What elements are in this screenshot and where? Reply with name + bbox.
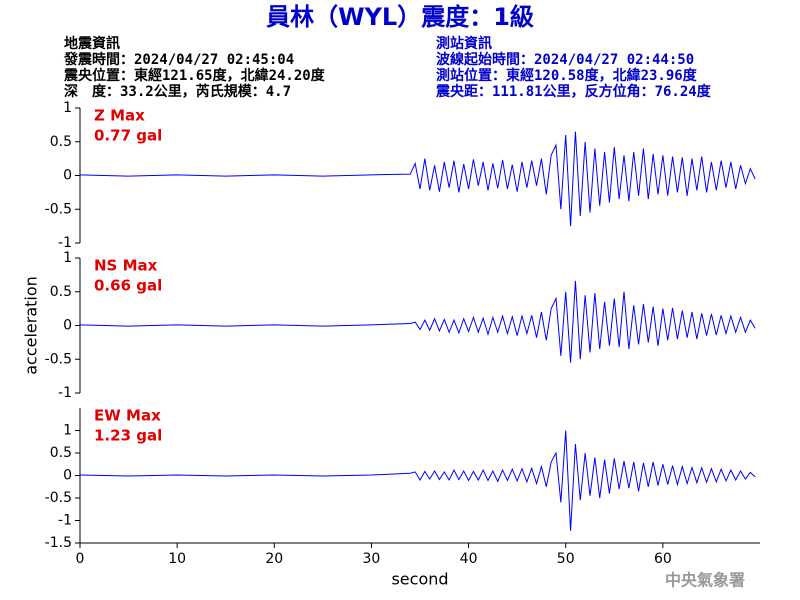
y-tick-label: 0.5	[50, 445, 72, 461]
event-info: 地震資訊	[64, 35, 120, 52]
event-info: 發震時間：2024/04/27 02:45:04	[63, 51, 294, 68]
footer: 中央氣象署	[665, 571, 745, 590]
y-tick-label: -0.5	[45, 490, 72, 506]
max-annotation: EW Max	[94, 407, 161, 425]
station-info: 測站位置：東經120.58度，北緯23.96度	[436, 67, 698, 84]
title: 員林（WYL）震度：1級	[265, 3, 534, 31]
max-annotation: 0.77 gal	[94, 127, 162, 145]
max-annotation: NS Max	[94, 257, 158, 275]
x-tick-label: 10	[168, 551, 186, 567]
station-info: 震央距：111.81公里，反方位角：76.24度	[435, 83, 712, 100]
y-axis-label: acceleration	[22, 276, 41, 375]
waveform	[79, 430, 756, 531]
y-tick-label: -0.5	[45, 201, 72, 217]
y-tick-label: -1.5	[45, 535, 72, 551]
x-tick-label: 20	[265, 551, 283, 567]
waveform	[79, 280, 756, 363]
max-annotation: 1.23 gal	[94, 427, 162, 445]
x-tick-label: 60	[654, 551, 672, 567]
x-tick-label: 30	[363, 551, 381, 567]
event-info: 震央位置：東經121.65度，北緯24.20度	[63, 67, 326, 84]
y-tick-label: 0	[63, 468, 72, 484]
event-info: 深 度：33.2公里，芮氏規模：4.7	[64, 83, 291, 100]
x-tick-label: 50	[557, 551, 575, 567]
max-annotation: Z Max	[94, 107, 145, 125]
y-tick-label: -1	[58, 385, 72, 401]
y-tick-label: 0.5	[50, 284, 72, 300]
y-tick-label: 0	[63, 168, 72, 184]
x-tick-label: 40	[460, 551, 478, 567]
y-tick-label: 0.5	[50, 134, 72, 150]
station-info: 波線起始時間：2024/04/27 02:44:50	[436, 51, 694, 68]
x-tick-label: 0	[76, 551, 85, 567]
y-tick-label: 0	[63, 318, 72, 334]
max-annotation: 0.66 gal	[94, 277, 162, 295]
y-tick-label: -0.5	[45, 351, 72, 367]
y-tick-label: -1	[58, 235, 72, 251]
y-tick-label: 1	[63, 423, 72, 439]
x-axis-label: second	[391, 570, 448, 589]
y-tick-label: 1	[63, 250, 72, 266]
waveform	[79, 131, 756, 227]
station-info: 測站資訊	[436, 35, 492, 52]
y-tick-label: 1	[63, 100, 72, 116]
y-tick-label: -1	[58, 513, 72, 529]
